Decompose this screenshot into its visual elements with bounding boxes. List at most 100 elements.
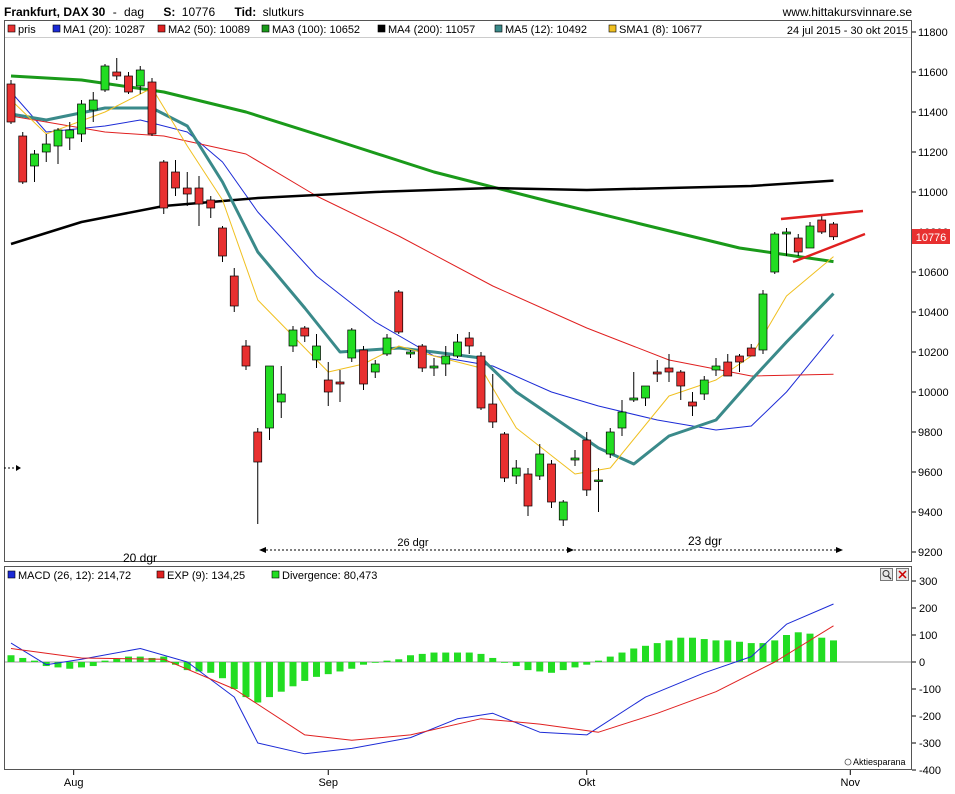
candle-body-up	[758, 293, 768, 351]
watermark-icon	[844, 758, 852, 766]
candle	[558, 500, 568, 526]
divergence-bar	[442, 652, 450, 662]
candle-body-up	[570, 457, 580, 461]
candle	[312, 334, 321, 368]
candle-body-down	[817, 219, 827, 233]
divergence-bar	[759, 643, 767, 662]
price-tick-label: 10400	[918, 307, 949, 319]
legend-label: SMA1 (8): 10677	[619, 24, 702, 36]
legend-swatch	[261, 24, 270, 33]
macd-legend-item: EXP (9): 134,25	[156, 570, 245, 582]
legend-label: Divergence: 80,473	[282, 570, 377, 582]
candle-body-up	[288, 329, 298, 347]
divergence-bar	[595, 660, 602, 662]
candle	[370, 360, 380, 378]
candle	[30, 150, 39, 182]
divergence-bar	[630, 648, 638, 662]
candle	[65, 122, 75, 150]
candle	[746, 344, 756, 357]
candle-body-down	[229, 275, 239, 307]
candle	[171, 160, 180, 196]
price-legend-item: SMA1 (8): 10677	[608, 24, 702, 36]
candle	[335, 370, 345, 402]
price-legend-item: MA4 (200): 11057	[377, 24, 475, 36]
divergence-bar	[736, 641, 743, 662]
macd-tick-label: -100	[919, 684, 941, 696]
price-tick-label: 11400	[918, 107, 948, 119]
candle-body-up	[347, 329, 357, 359]
candle-body-up	[265, 365, 274, 429]
date-range: 24 jul 2015 - 30 okt 2015	[787, 25, 908, 37]
divergence-bar	[818, 637, 826, 662]
candle	[535, 444, 545, 480]
candle-body-down	[582, 439, 592, 491]
candle-body-up	[605, 431, 615, 455]
price-legend: pris MA1 (20): 10287 MA2 (50): 10089 MA3 (1…	[5, 22, 911, 38]
macd-line-ma20	[10, 603, 834, 755]
divergence-bar	[524, 662, 532, 671]
candle-body-down	[112, 71, 122, 77]
candle-body-up	[429, 365, 439, 369]
candle-body-up	[382, 337, 392, 355]
divergence-bar	[512, 662, 520, 667]
candle	[253, 428, 263, 524]
candle-body-down	[300, 327, 310, 337]
macd-legend-item: MACD (26, 12): 214,72	[7, 570, 131, 582]
divergence-bar	[301, 662, 309, 681]
divergence-bar	[771, 640, 779, 662]
divergence-bar	[101, 660, 109, 662]
divergence-bar	[336, 662, 344, 672]
legend-label: MA4 (200): 11057	[388, 24, 475, 36]
candle-body-up	[41, 143, 51, 153]
candle-body-down	[194, 187, 204, 205]
candle	[829, 222, 838, 240]
price-legend-item: MA3 (100): 10652	[261, 24, 360, 36]
candle	[594, 468, 603, 512]
macd-tick-label: 300	[919, 576, 937, 588]
price-axis: 9200940096009800100001020010400106001080…	[912, 27, 949, 559]
macd-tick-label: 200	[919, 603, 937, 615]
candle	[629, 372, 639, 402]
candle-body-down	[124, 75, 133, 93]
divergence-bar	[313, 662, 320, 677]
candle	[206, 196, 216, 218]
divergence-bar	[266, 662, 273, 698]
candle	[53, 128, 63, 164]
candle	[758, 290, 768, 354]
close-icon-stroke	[898, 570, 907, 579]
candle-body-down	[182, 187, 192, 195]
price-tick-label: 9400	[918, 507, 942, 519]
candle-body-up	[617, 411, 627, 429]
candle	[323, 362, 333, 406]
x-tick-label: Sep	[318, 777, 338, 789]
candle	[112, 58, 122, 80]
candle-body-down	[464, 337, 474, 347]
x-tick-label: Nov	[841, 777, 861, 789]
divergence-bar	[254, 662, 262, 703]
candle-body-up	[65, 129, 75, 139]
candle	[382, 334, 392, 356]
divergence-bar	[242, 662, 250, 698]
header-market: Frankfurt, DAX 30	[4, 5, 106, 19]
candle-body-down	[547, 463, 556, 503]
wedge-lower-line	[792, 232, 866, 264]
candle	[77, 100, 86, 142]
candle-body-down	[417, 345, 427, 369]
candle	[617, 400, 627, 436]
candle	[300, 326, 310, 342]
macd-tick-label: 100	[919, 630, 937, 642]
candle	[229, 268, 239, 312]
divergence-bar	[689, 637, 696, 662]
divergence-bar	[183, 662, 191, 671]
divergence-bar	[536, 662, 544, 672]
candle	[488, 374, 498, 428]
divergence-bar	[19, 657, 27, 662]
candle-body-down	[676, 371, 686, 387]
macd-legend-item: Divergence: 80,473	[271, 570, 377, 582]
divergence-bar	[113, 658, 121, 662]
candle-body-up	[770, 233, 780, 273]
candle	[688, 392, 697, 416]
candle-body-up	[100, 65, 110, 91]
candle	[159, 160, 169, 214]
